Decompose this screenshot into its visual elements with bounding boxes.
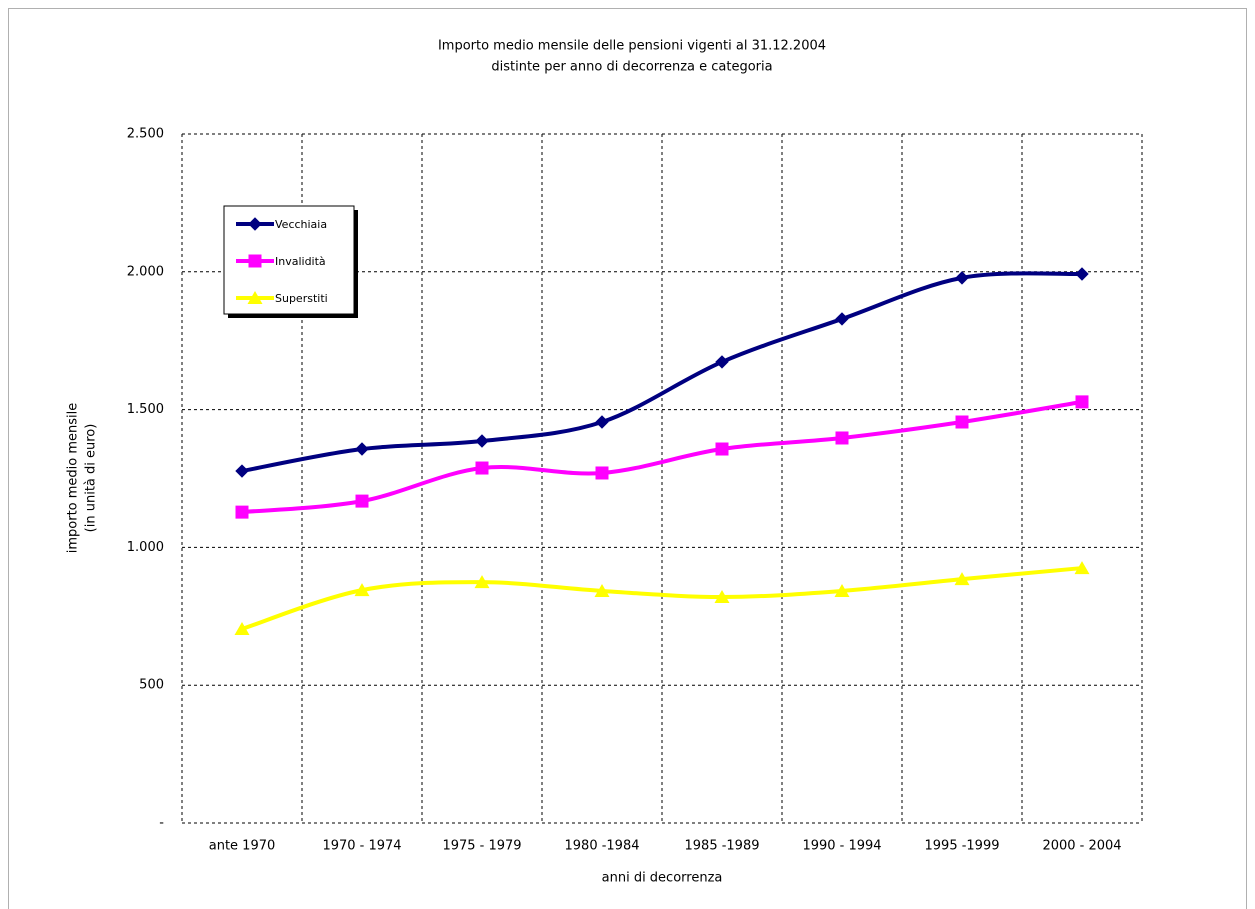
series-line bbox=[241, 399, 1083, 515]
x-tick-label: 1970 - 1974 bbox=[322, 839, 401, 854]
data-point bbox=[595, 466, 609, 480]
data-point bbox=[715, 442, 729, 456]
data-point bbox=[715, 355, 729, 369]
data-point bbox=[955, 415, 969, 429]
data-point bbox=[475, 461, 489, 475]
y-tick-label: - bbox=[159, 816, 164, 831]
x-tick-label: 1985 -1989 bbox=[685, 839, 760, 854]
y-axis-label: importo medio mensile bbox=[66, 403, 81, 554]
legend-marker bbox=[247, 291, 263, 304]
y-tick-label: 1.000 bbox=[127, 540, 164, 555]
data-point bbox=[354, 583, 370, 597]
data-point bbox=[954, 572, 970, 586]
data-point bbox=[835, 312, 849, 326]
data-point bbox=[234, 621, 250, 635]
data-point bbox=[595, 415, 609, 429]
x-tick-label: 1990 - 1994 bbox=[802, 839, 881, 854]
x-tick-label: 2000 - 2004 bbox=[1042, 839, 1121, 854]
legend-marker bbox=[248, 254, 262, 268]
x-axis-label: anni di decorrenza bbox=[602, 871, 723, 886]
chart-title: Importo medio mensile delle pensioni vig… bbox=[438, 39, 826, 54]
y-tick-label: 2.000 bbox=[127, 264, 164, 279]
data-point bbox=[955, 271, 969, 285]
legend-label: Invalidità bbox=[275, 255, 326, 268]
series-line bbox=[241, 566, 1083, 631]
data-point bbox=[235, 464, 249, 478]
data-point bbox=[594, 583, 610, 597]
data-point bbox=[1075, 395, 1089, 409]
y-tick-label: 500 bbox=[139, 678, 164, 693]
data-point bbox=[355, 494, 369, 508]
data-point bbox=[355, 442, 369, 456]
data-point bbox=[475, 434, 489, 448]
data-point bbox=[235, 505, 249, 519]
x-tick-label: ante 1970 bbox=[209, 839, 276, 854]
chart-subtitle: distinte per anno di decorrenza e catego… bbox=[491, 60, 772, 75]
series-line bbox=[241, 271, 1083, 474]
legend: Vecchiaia Invalidità Superstiti bbox=[223, 205, 358, 318]
y-axis-label: (in unità di euro) bbox=[84, 424, 99, 533]
legend-marker bbox=[248, 217, 262, 231]
data-point bbox=[834, 583, 850, 597]
x-tick-label: 1975 - 1979 bbox=[442, 839, 521, 854]
legend-label: Vecchiaia bbox=[275, 218, 327, 231]
x-tick-label: 1995 -1999 bbox=[925, 839, 1000, 854]
data-point bbox=[1075, 267, 1089, 281]
data-point bbox=[714, 590, 730, 604]
data-point bbox=[1074, 561, 1090, 575]
data-point bbox=[474, 575, 490, 589]
y-tick-label: 2.500 bbox=[127, 127, 164, 142]
chart-frame bbox=[8, 8, 1247, 909]
y-tick-label: 1.500 bbox=[127, 402, 164, 417]
legend-label: Superstiti bbox=[275, 292, 328, 305]
data-point bbox=[835, 431, 849, 445]
x-tick-label: 1980 -1984 bbox=[565, 839, 640, 854]
